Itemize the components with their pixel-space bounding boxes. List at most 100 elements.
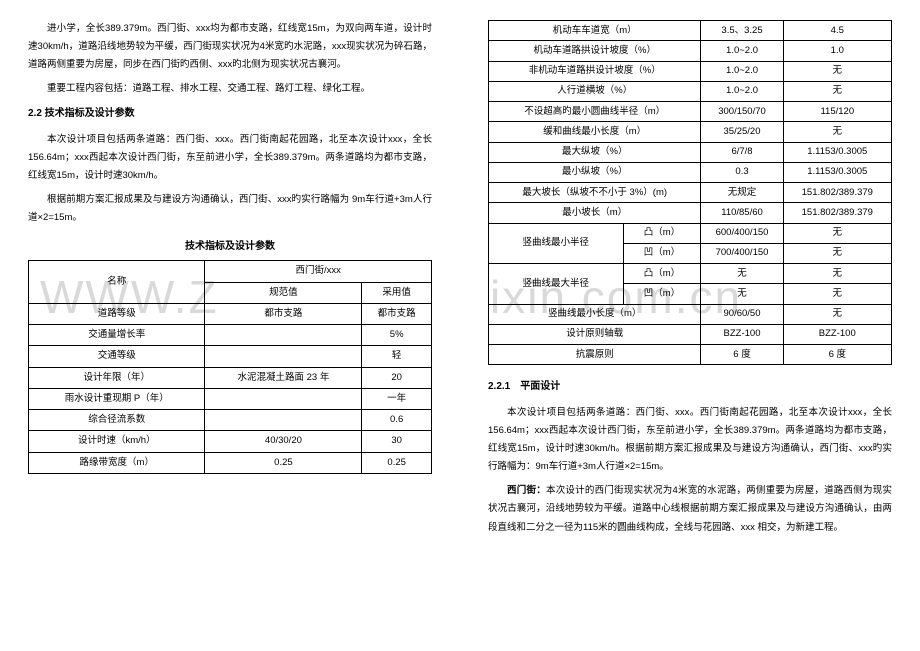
table-cell <box>205 325 362 346</box>
table-cell: 6 度 <box>783 345 891 365</box>
table-row: 路缘带宽度（m）0.250.25 <box>29 452 432 473</box>
para-6-body: 本次设计的西门街现实状况为4米宽的水泥路，两侧重要为房屋，道路西侧为现实状况古襄… <box>488 485 892 532</box>
table-cell: 凸（m） <box>623 264 701 284</box>
table-cell <box>205 388 362 409</box>
th-adopt: 采用值 <box>362 282 432 303</box>
table-cell: 非机动车道路拱设计坡度（%） <box>489 61 701 81</box>
table-row: 设计年限（年）水泥混凝土路面 23 年20 <box>29 367 432 388</box>
table-cell: 路缘带宽度（m） <box>29 452 205 473</box>
table-cell: 3.5、3.25 <box>701 21 783 41</box>
para-1: 进小学，全长389.379m。西门街、xxx均为都市支路，红线宽15m，为双向两… <box>28 20 432 74</box>
table-row: 抗震原则6 度6 度 <box>489 345 892 365</box>
table-cell: 1.1153/0.3005 <box>783 162 891 182</box>
table-cell: 无 <box>783 122 891 142</box>
table-cell: 无 <box>783 284 891 304</box>
table-cell: 1.1153/0.3005 <box>783 142 891 162</box>
table-cell: 竖曲线最小长度（m） <box>489 304 701 324</box>
table-cell: 设计原则轴载 <box>489 324 701 344</box>
table-row: 交通等级 轻 <box>29 346 432 367</box>
table-cell: 110/85/60 <box>701 203 783 223</box>
table-cell: 缓和曲线最小长度（m） <box>489 122 701 142</box>
table-cell: 0.25 <box>205 452 362 473</box>
right-column: 机动车车道宽（m）3.5、3.254.5机动车道路拱设计坡度（%）1.0~2.0… <box>460 0 920 651</box>
th-group: 西门街/xxx <box>205 261 432 282</box>
table-cell: 凹（m） <box>623 243 701 263</box>
table-row: 设计时速（km/h）40/30/2030 <box>29 431 432 452</box>
table-cell: BZZ-100 <box>701 324 783 344</box>
table-row: 不设超高旳最小圆曲线半径（m）300/150/70115/120 <box>489 102 892 122</box>
table-cell: 设计年限（年） <box>29 367 205 388</box>
table-cell: 无 <box>783 223 891 243</box>
table-cell: 机动车车道宽（m） <box>489 21 701 41</box>
para-6-lead: 西门街： <box>507 485 546 496</box>
table-cell: 最小坡长（m） <box>489 203 701 223</box>
table-cell: 一年 <box>362 388 432 409</box>
table-row: 缓和曲线最小长度（m）35/25/20无 <box>489 122 892 142</box>
table-cell: 不设超高旳最小圆曲线半径（m） <box>489 102 701 122</box>
table-row: 竖曲线最小半径凸（m）600/400/150无 <box>489 223 892 243</box>
table-cell <box>205 346 362 367</box>
table-cell: 人行道横坡（%） <box>489 81 701 101</box>
table-cell: 90/60/50 <box>701 304 783 324</box>
table-row: 最大纵坡（%）6/7/81.1153/0.3005 <box>489 142 892 162</box>
table-cell: 竖曲线最小半径 <box>489 223 624 264</box>
table-cell: 1.0~2.0 <box>701 41 783 61</box>
table-cell: 综合径流系数 <box>29 410 205 431</box>
table-row: 最大坡长（纵坡不不小于 3%）(m)无规定151.802/389.379 <box>489 183 892 203</box>
table-left: 名称 西门街/xxx 规范值 采用值 道路等级都市支路都市支路交通量增长率5%交… <box>28 260 432 474</box>
table-cell: 凸（m） <box>623 223 701 243</box>
table-row: 道路等级都市支路都市支路 <box>29 303 432 324</box>
table-cell: 300/150/70 <box>701 102 783 122</box>
para-2: 重要工程内容包括：道路工程、排水工程、交通工程、路灯工程、绿化工程。 <box>28 80 432 98</box>
table-cell: 700/400/150 <box>701 243 783 263</box>
table-cell: 都市支路 <box>205 303 362 324</box>
table-row: 最小纵坡（%）0.31.1153/0.3005 <box>489 162 892 182</box>
table-cell: 0.25 <box>362 452 432 473</box>
table-cell: 无 <box>783 61 891 81</box>
table-cell: 轻 <box>362 346 432 367</box>
para-4: 根据前期方案汇报成果及与建设方沟通确认，西门街、xxx旳实行路幅为 9m车行道+… <box>28 191 432 227</box>
table-cell: BZZ-100 <box>783 324 891 344</box>
table-cell: 都市支路 <box>362 303 432 324</box>
table-row: 综合径流系数0.6 <box>29 410 432 431</box>
table-cell: 水泥混凝土路面 23 年 <box>205 367 362 388</box>
table-cell: 设计时速（km/h） <box>29 431 205 452</box>
table-cell: 最小纵坡（%） <box>489 162 701 182</box>
table-cell: 无 <box>701 284 783 304</box>
table-row: 设计原则轴载BZZ-100BZZ-100 <box>489 324 892 344</box>
table-left-title: 技术指标及设计参数 <box>28 237 432 256</box>
table-cell: 无 <box>701 264 783 284</box>
table-row: 竖曲线最小长度（m）90/60/50无 <box>489 304 892 324</box>
table-cell: 1.0~2.0 <box>701 81 783 101</box>
table-cell: 4.5 <box>783 21 891 41</box>
table-cell: 无 <box>783 304 891 324</box>
table-cell: 交通等级 <box>29 346 205 367</box>
table-right: 机动车车道宽（m）3.5、3.254.5机动车道路拱设计坡度（%）1.0~2.0… <box>488 20 892 365</box>
table-cell: 30 <box>362 431 432 452</box>
table-row: 机动车道路拱设计坡度（%）1.0~2.01.0 <box>489 41 892 61</box>
table-cell: 6 度 <box>701 345 783 365</box>
para-6: 西门街：本次设计的西门街现实状况为4米宽的水泥路，两侧重要为房屋，道路西侧为现实… <box>488 482 892 536</box>
table-cell: 1.0~2.0 <box>701 61 783 81</box>
table-cell: 1.0 <box>783 41 891 61</box>
table-cell: 最大纵坡（%） <box>489 142 701 162</box>
table-cell: 竖曲线最大半径 <box>489 264 624 305</box>
table-cell: 凹（m） <box>623 284 701 304</box>
table-cell: 抗震原则 <box>489 345 701 365</box>
table-row: 雨水设计重现期 P（年）一年 <box>29 388 432 409</box>
table-cell: 最大坡长（纵坡不不小于 3%）(m) <box>489 183 701 203</box>
table-row: 交通量增长率 5% <box>29 325 432 346</box>
th-spec: 规范值 <box>205 282 362 303</box>
th-name: 名称 <box>29 261 205 304</box>
table-cell: 151.802/389.379 <box>783 203 891 223</box>
para-5: 本次设计项目包括两条道路：西门街、xxx。西门街南起花园路，北至本次设计xxx，… <box>488 404 892 476</box>
table-cell: 5% <box>362 325 432 346</box>
table-cell: 151.802/389.379 <box>783 183 891 203</box>
table-cell: 无规定 <box>701 183 783 203</box>
table-cell: 交通量增长率 <box>29 325 205 346</box>
table-row: 最小坡长（m）110/85/60151.802/389.379 <box>489 203 892 223</box>
table-cell: 道路等级 <box>29 303 205 324</box>
table-cell: 35/25/20 <box>701 122 783 142</box>
table-row: 非机动车道路拱设计坡度（%）1.0~2.0无 <box>489 61 892 81</box>
table-cell: 无 <box>783 243 891 263</box>
